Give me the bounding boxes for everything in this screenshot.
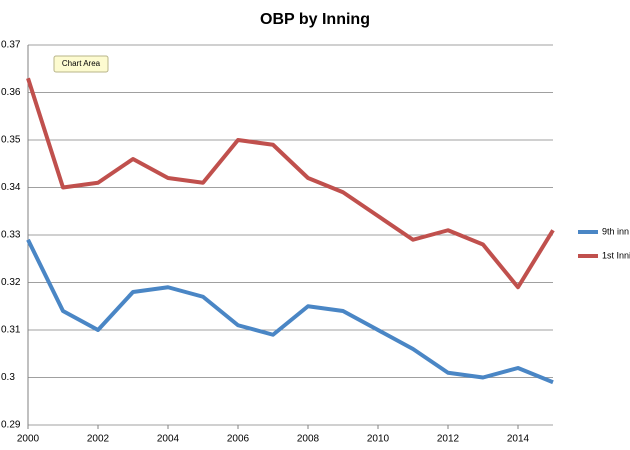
y-tick-label: 0.35 — [1, 135, 21, 146]
legend-label: 9th inn — [602, 226, 629, 236]
y-tick-label: 0.36 — [1, 87, 21, 98]
x-tick-label: 2008 — [297, 434, 320, 445]
y-tick-label: 0.29 — [1, 420, 21, 431]
legend-label: 1st Inni — [602, 250, 630, 260]
x-tick-label: 2006 — [227, 434, 250, 445]
y-tick-label: 0.31 — [1, 325, 21, 336]
y-tick-label: 0.3 — [1, 372, 15, 383]
tooltip: Chart Area — [62, 59, 101, 68]
y-tick-label: 0.33 — [1, 230, 21, 241]
y-tick-label: 0.37 — [1, 40, 21, 51]
tooltip-box — [53, 55, 109, 73]
chart-title: OBP by Inning — [260, 11, 370, 28]
x-tick-label: 2010 — [367, 434, 390, 445]
y-tick-label: 0.34 — [1, 182, 21, 193]
y-tick-label: 0.32 — [1, 277, 21, 288]
x-tick-label: 2002 — [87, 434, 110, 445]
x-tick-label: 2014 — [507, 434, 530, 445]
x-tick-label: 2004 — [157, 434, 180, 445]
series-line — [26, 77, 555, 290]
x-tick-label: 2000 — [17, 434, 40, 445]
series-line — [26, 238, 554, 385]
x-tick-label: 2012 — [437, 434, 460, 445]
